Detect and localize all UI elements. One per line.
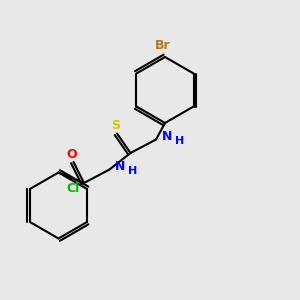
Text: H: H xyxy=(175,136,184,146)
Text: O: O xyxy=(67,148,77,160)
Text: Br: Br xyxy=(155,39,170,52)
Text: N: N xyxy=(161,130,172,143)
Text: Cl: Cl xyxy=(66,182,80,196)
Text: S: S xyxy=(111,119,120,132)
Text: H: H xyxy=(128,166,137,176)
Text: N: N xyxy=(115,160,125,173)
